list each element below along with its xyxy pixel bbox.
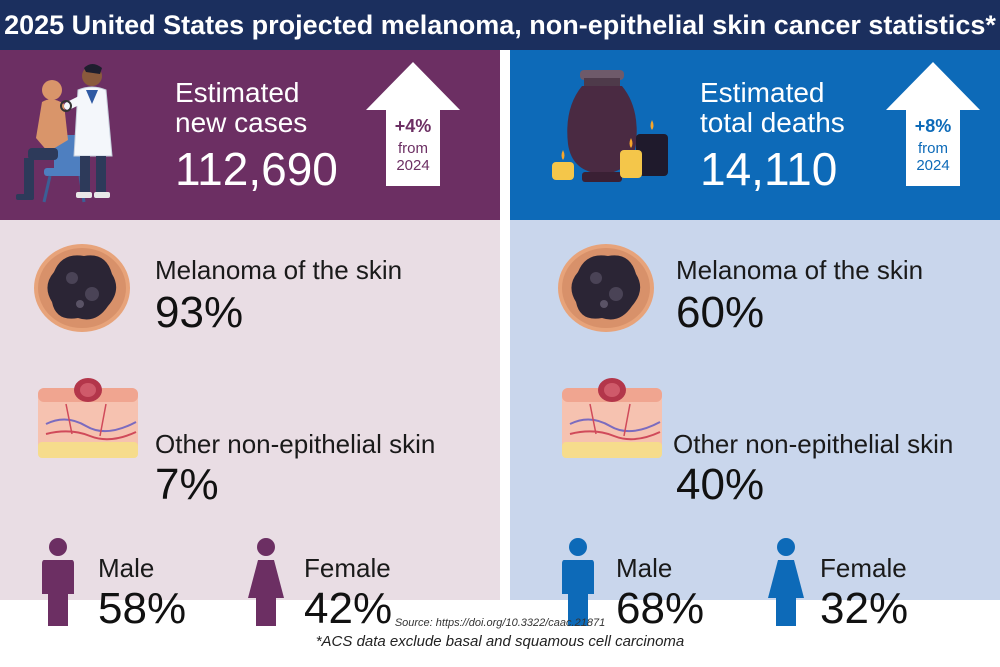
male-person-icon xyxy=(42,538,74,626)
cases-melanoma-pct: 93% xyxy=(155,288,244,337)
deaths-change-badge: +8% from 2024 xyxy=(884,58,982,188)
deaths-panel: Estimated total deaths 14,110 +8% from 2… xyxy=(510,50,1000,632)
new-cases-breakdown: Melanoma of the skin 93% Other non-epith… xyxy=(0,220,500,632)
new-cases-header: Estimated new cases 112,690 +4% from 202… xyxy=(0,50,500,220)
cases-other-label: Other non-epithelial skin xyxy=(155,429,436,459)
source-citation: Source: https://doi.org/10.3322/caac.218… xyxy=(394,617,606,629)
cases-female-pct: 42% xyxy=(304,584,393,633)
deaths-change-from: from 2024 xyxy=(884,140,982,174)
footnote: *ACS data exclude basal and squamous cel… xyxy=(315,633,685,650)
new-cases-change-from: from 2024 xyxy=(364,140,462,174)
deaths-female-pct: 32% xyxy=(820,584,909,633)
new-cases-label: Estimated new cases xyxy=(175,78,307,138)
doctor-examining-patient-icon xyxy=(16,64,113,203)
new-cases-from-line2: 2024 xyxy=(396,157,430,174)
deaths-male-pct: 68% xyxy=(616,584,705,633)
deaths-label-line2: total deaths xyxy=(700,107,845,138)
up-arrow-icon xyxy=(366,62,460,186)
melanoma-lesion-icon xyxy=(34,244,130,332)
cases-other-pct: 7% xyxy=(155,460,219,509)
deaths-male-label: Male xyxy=(616,553,673,583)
new-cases-change-badge: +4% from 2024 xyxy=(364,58,462,188)
female-person-icon xyxy=(248,538,284,626)
cases-melanoma-label: Melanoma of the skin xyxy=(155,255,403,285)
deaths-change-pct: +8% xyxy=(914,116,952,136)
deaths-melanoma-label: Melanoma of the skin xyxy=(676,255,924,285)
urn-with-candles-icon xyxy=(552,70,668,182)
new-cases-value: 112,690 xyxy=(175,143,338,195)
new-cases-panel: Estimated new cases 112,690 +4% from 202… xyxy=(0,50,500,632)
deaths-label-line1: Estimated xyxy=(700,77,825,108)
new-cases-from-line1: from xyxy=(398,140,428,157)
up-arrow-icon xyxy=(886,62,980,186)
new-cases-change-pct: +4% xyxy=(394,116,432,136)
female-person-icon xyxy=(768,538,804,626)
cases-male-label: Male xyxy=(98,553,155,583)
deaths-from-line1: from xyxy=(918,140,948,157)
cases-male-pct: 58% xyxy=(98,584,187,633)
deaths-breakdown: Melanoma of the skin 60% Other non-epith… xyxy=(510,220,1000,632)
deaths-header: Estimated total deaths 14,110 +8% from 2… xyxy=(510,50,1000,220)
new-cases-label-line1: Estimated xyxy=(175,77,300,108)
deaths-from-line2: 2024 xyxy=(916,157,950,174)
deaths-value: 14,110 xyxy=(700,143,838,195)
deaths-other-pct: 40% xyxy=(676,460,765,509)
melanoma-lesion-icon xyxy=(558,244,654,332)
deaths-label: Estimated total deaths xyxy=(700,78,845,138)
deaths-other-label: Other non-epithelial skin xyxy=(673,429,954,459)
male-person-icon xyxy=(562,538,594,626)
deaths-melanoma-pct: 60% xyxy=(676,288,765,337)
deaths-female-label: Female xyxy=(820,553,907,583)
skin-cross-section-icon xyxy=(38,378,138,458)
page-title: 2025 United States projected melanoma, n… xyxy=(0,0,1000,50)
skin-cross-section-icon xyxy=(562,378,662,458)
cases-female-label: Female xyxy=(304,553,391,583)
new-cases-label-line2: new cases xyxy=(175,107,308,138)
